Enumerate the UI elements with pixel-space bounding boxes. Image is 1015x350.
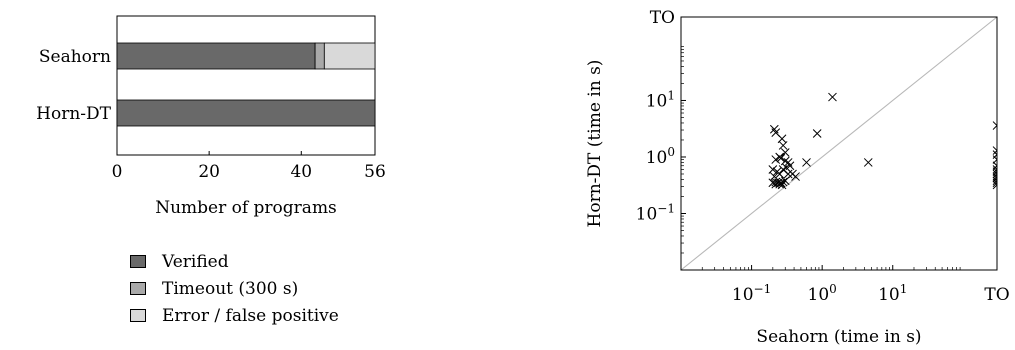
scatter-plot-frame	[680, 16, 998, 271]
data-point-marker	[992, 173, 997, 183]
data-point-marker	[992, 121, 997, 130]
bar-x-tick-label: 0	[112, 162, 123, 182]
legend-item-verified: Verified	[130, 248, 339, 275]
data-point-marker	[775, 169, 785, 179]
bar-category-label: Horn-DT	[36, 104, 112, 124]
bar-segment	[314, 42, 325, 70]
scatter-y-tick-label: 101	[646, 88, 675, 111]
data-point-marker	[802, 158, 811, 167]
bar-x-axis-title: Number of programs	[155, 198, 337, 218]
bar-segment	[116, 99, 376, 127]
legend-label-error: Error / false positive	[162, 305, 339, 326]
data-point-marker	[863, 158, 873, 167]
legend-item-timeout: Timeout (300 s)	[130, 275, 339, 302]
bar-category-label: Seahorn	[39, 47, 111, 67]
bar-x-tick-label: 56	[364, 162, 386, 182]
scatter-y-tick-label: 100	[646, 145, 675, 168]
data-point-marker	[769, 124, 779, 134]
bar-segment	[116, 42, 316, 70]
bar-x-tick-label: 40	[290, 162, 312, 182]
data-point-marker	[992, 176, 997, 186]
data-point-marker	[992, 155, 997, 164]
bar-legend: Verified Timeout (300 s) Error / false p…	[130, 248, 339, 329]
data-point-marker	[780, 148, 790, 157]
data-point-marker	[775, 179, 785, 189]
scatter-y-tick-label: TO	[650, 8, 675, 28]
legend-label-timeout: Timeout (300 s)	[162, 278, 299, 299]
legend-swatch-verified	[130, 255, 146, 268]
legend-swatch-error	[130, 309, 146, 322]
bar-plot-frame	[116, 15, 376, 156]
data-point-marker	[780, 176, 790, 186]
data-point-marker	[771, 155, 781, 164]
scatter-x-tick-label: 100	[808, 282, 837, 305]
scatter-x-tick-label: 10−1	[732, 282, 771, 305]
scatter-chart: 10−1 100 101 TO 10−1 100 101 TO Seahorn (time in…	[585, 8, 1010, 347]
data-point-marker	[828, 92, 837, 102]
bar-x-tick-label: 20	[198, 162, 220, 182]
data-point-marker	[777, 180, 787, 190]
legend-label-verified: Verified	[162, 251, 229, 272]
legend-swatch-timeout	[130, 282, 146, 295]
data-point-marker	[992, 169, 997, 179]
scatter-y-axis-title: Horn-DT (time in s)	[585, 60, 605, 228]
data-point-marker	[992, 180, 997, 190]
scatter-x-tick-label: TO	[984, 285, 1009, 305]
bar-segment	[323, 42, 376, 70]
data-point-marker	[785, 161, 795, 171]
scatter-y-tick-label: 10−1	[636, 201, 675, 224]
data-point-marker	[791, 172, 800, 181]
data-point-marker	[992, 165, 997, 174]
data-point-marker	[992, 178, 997, 188]
legend-item-error: Error / false positive	[130, 302, 339, 329]
data-point-marker	[992, 146, 997, 155]
data-point-marker	[992, 172, 997, 181]
scatter-x-tick-label: 101	[878, 282, 907, 305]
data-point-marker	[768, 165, 778, 174]
bar-chart: Seahorn Horn-DT 0 20 40 56 Number of programs	[36, 15, 386, 218]
data-point-marker	[812, 129, 822, 138]
scatter-x-axis-title: Seahorn (time in s)	[756, 327, 921, 347]
data-point-marker	[778, 141, 788, 150]
diagonal-line	[680, 16, 998, 271]
data-point-marker	[783, 169, 793, 179]
data-point-marker	[776, 153, 786, 163]
